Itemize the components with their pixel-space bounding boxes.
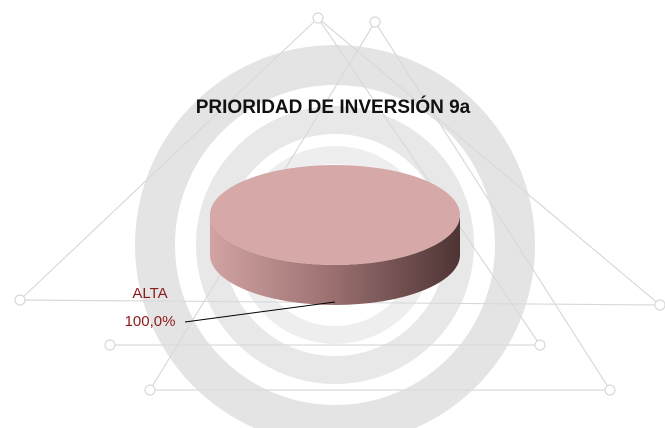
- chart-title: PRIORIDAD DE INVERSIÓN 9a: [196, 96, 471, 118]
- chart: PRIORIDAD DE INVERSIÓN 9a ALTA 100,0%: [0, 0, 665, 428]
- pie-slice: [210, 165, 460, 265]
- category-label: ALTA: [132, 285, 167, 302]
- page: PRIORIDAD DE INVERSIÓN 9a ALTA100,0% (()…: [0, 0, 665, 428]
- value-label: 100,0%: [125, 313, 176, 330]
